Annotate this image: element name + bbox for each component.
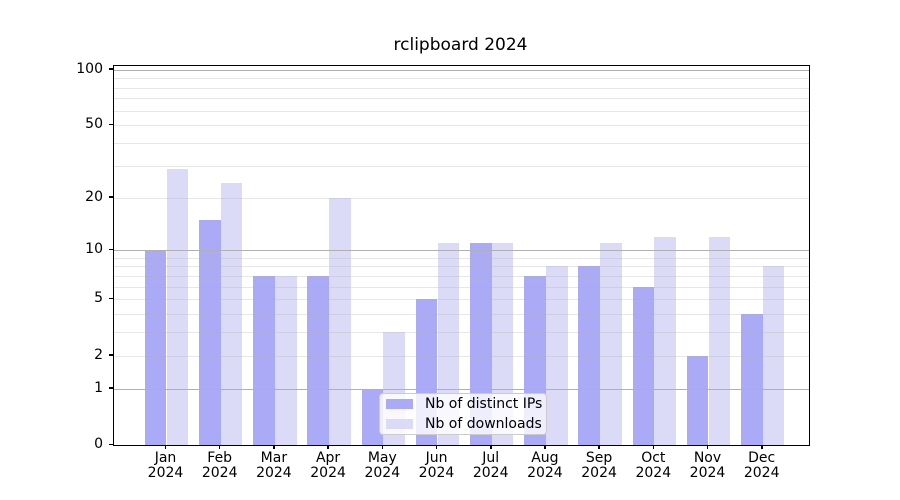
bar-ips-oct <box>632 286 655 445</box>
gridline-minor <box>114 266 809 268</box>
gridline-minor <box>114 257 809 259</box>
bar-ips-may <box>361 388 384 445</box>
bar-downloads-feb <box>220 183 243 445</box>
x-tick <box>761 445 763 449</box>
x-tick-label: Nov 2024 <box>689 450 726 481</box>
bar-downloads-oct <box>654 236 676 445</box>
gridline-minor <box>114 143 809 145</box>
legend: Nb of distinct IPs Nb of downloads <box>379 393 547 435</box>
gridline-major <box>114 69 809 71</box>
y-tick <box>109 354 113 356</box>
x-tick-label: Jun 2024 <box>418 450 455 481</box>
gridline-major <box>114 250 809 252</box>
gridline-minor <box>114 332 809 334</box>
chart-title: rclipboard 2024 <box>393 35 528 55</box>
gridline-minor <box>114 197 809 199</box>
bar-ips-jan <box>144 250 167 445</box>
y-tick <box>109 248 113 251</box>
bar-ips-mar <box>253 275 275 445</box>
x-tick <box>435 445 438 449</box>
y-tick-label: 2 <box>94 346 103 363</box>
legend-label-downloads: Nb of downloads <box>425 416 542 432</box>
x-tick <box>273 445 275 449</box>
x-tick <box>164 445 167 449</box>
y-tick-label: 5 <box>94 290 103 307</box>
x-tick-label: Feb 2024 <box>201 450 238 481</box>
x-tick-label: Jul 2024 <box>472 450 509 481</box>
x-tick-label: Sep 2024 <box>581 450 617 481</box>
y-tick <box>109 443 113 445</box>
bar-downloads-aug <box>545 266 568 445</box>
legend-row-downloads: Nb of downloads <box>380 414 546 434</box>
bar-downloads-sep <box>600 243 622 445</box>
x-tick <box>652 445 654 449</box>
x-tick <box>544 445 546 449</box>
x-tick-label: Mar 2024 <box>256 450 292 481</box>
y-tick-label: 50 <box>85 116 103 133</box>
gridline-minor <box>114 299 809 301</box>
bar-ips-sep <box>578 266 601 445</box>
legend-label-ips: Nb of distinct IPs <box>425 396 543 412</box>
y-tick-label: 0 <box>94 436 103 452</box>
x-tick-label: Apr 2024 <box>310 450 346 481</box>
y-tick-label: 100 <box>76 60 103 77</box>
y-tick-label: 20 <box>85 188 103 205</box>
legend-swatch-downloads <box>386 419 413 429</box>
x-tick <box>706 445 709 449</box>
legend-row-ips: Nb of distinct IPs <box>380 394 546 414</box>
x-tick-label: Jan 2024 <box>147 450 184 481</box>
gridline-minor <box>114 87 809 89</box>
gridline-minor <box>114 78 809 80</box>
gridline-minor <box>114 125 809 127</box>
gridline-minor <box>114 165 809 167</box>
x-tick <box>598 445 600 449</box>
bar-downloads-nov <box>708 236 731 445</box>
bar-downloads-apr <box>329 197 351 445</box>
x-tick-label: Aug 2024 <box>527 450 563 481</box>
gridline-major <box>114 388 809 390</box>
bar-ips-nov <box>686 355 709 445</box>
bar-ips-apr <box>307 275 330 445</box>
y-tick-label: 1 <box>94 379 103 396</box>
x-tick <box>381 445 384 449</box>
y-tick <box>109 68 113 70</box>
x-tick-label: Oct 2024 <box>635 450 672 481</box>
legend-swatch-ips <box>386 399 413 409</box>
gridline-minor <box>114 355 809 357</box>
bar-downloads-dec <box>762 266 785 445</box>
plot-area <box>113 65 810 446</box>
y-tick <box>109 297 113 300</box>
y-tick <box>109 387 113 389</box>
x-tick-label: May 2024 <box>364 450 401 481</box>
bar-ips-dec <box>741 314 763 445</box>
gridline-minor <box>114 314 809 316</box>
x-tick <box>327 445 329 449</box>
y-tick <box>109 196 113 198</box>
gridline-minor <box>114 110 809 112</box>
y-tick-label: 10 <box>85 241 103 258</box>
x-tick-label: Dec 2024 <box>743 450 780 481</box>
gridline-minor <box>114 286 809 288</box>
bar-downloads-mar <box>274 275 297 445</box>
gridline-minor <box>114 275 809 277</box>
bar-downloads-jan <box>166 168 189 445</box>
gridline-minor <box>114 98 809 100</box>
x-tick <box>218 445 221 449</box>
x-tick <box>490 445 492 449</box>
y-tick <box>109 123 113 126</box>
